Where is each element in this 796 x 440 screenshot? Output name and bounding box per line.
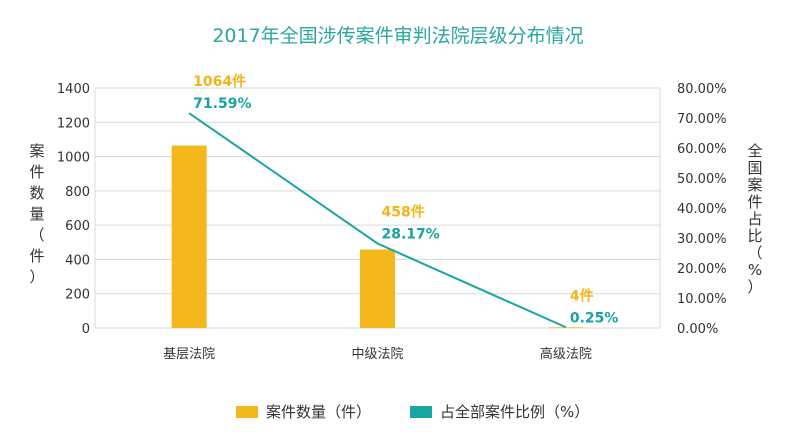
ratio-line-path: [188, 112, 567, 329]
count-data-label: 1064件: [193, 73, 246, 90]
bar: [171, 145, 207, 328]
left-tick-label: 200: [65, 288, 90, 303]
right-tick-label: 80.00%: [677, 82, 727, 97]
axis-title-char: 件: [747, 193, 762, 211]
axis-title-char: 案: [747, 176, 762, 194]
category-labels: 基层法院 中级法院 高级法院: [163, 346, 592, 362]
left-tick-label: 400: [65, 253, 90, 268]
category-label: 中级法院: [351, 347, 403, 362]
left-tick-label: 800: [65, 185, 90, 200]
axis-title-char: ）: [29, 268, 44, 286]
right-axis-ticks: 0.00% 10.00% 20.00% 30.00% 40.00% 50.00% 60.00…: [677, 82, 727, 337]
left-tick-label: 600: [65, 219, 90, 234]
left-tick-label: 0: [82, 322, 90, 337]
axis-title-char: 数: [29, 184, 44, 202]
bars: [171, 145, 584, 328]
right-tick-label: 60.00%: [677, 142, 727, 157]
legend: 案件数量（件） 占全部案件比例（%）: [236, 403, 589, 421]
right-tick-label: 30.00%: [677, 232, 727, 247]
axis-title-char: 件: [29, 247, 44, 265]
legend-line-label: 占全部案件比例（%）: [440, 403, 589, 421]
axis-title-char: 占: [747, 210, 762, 228]
right-tick-label: 70.00%: [677, 112, 727, 127]
count-data-label: 4件: [570, 287, 594, 304]
axis-title-char: 案: [29, 142, 44, 160]
legend-bar-label: 案件数量（件）: [266, 403, 371, 421]
axis-title-char: %: [748, 261, 762, 279]
ratio-line: [188, 112, 567, 329]
axis-title-char: （: [747, 244, 762, 262]
percent-data-label: 71.59%: [193, 96, 251, 112]
legend-line-swatch: [410, 406, 432, 418]
category-label: 基层法院: [163, 347, 215, 362]
right-tick-label: 20.00%: [677, 262, 727, 277]
bar: [360, 249, 395, 328]
percent-data-label: 0.25%: [570, 310, 619, 326]
chart-title: 2017年全国涉传案件审判法院层级分布情况: [212, 25, 583, 47]
count-data-label: 458件: [382, 203, 425, 220]
left-tick-label: 1200: [57, 116, 90, 131]
legend-bar-swatch: [236, 406, 258, 418]
bar: [548, 327, 584, 328]
percent-data-label: 28.17%: [382, 226, 440, 242]
axis-title-char: 件: [29, 163, 44, 181]
axis-title-char: 全: [747, 142, 762, 160]
data-labels: 1064件 71.59% 458件 28.17% 4件 0.25%: [193, 73, 618, 326]
left-axis-title: 案件数量（件）: [29, 142, 44, 286]
left-tick-label: 1000: [57, 151, 90, 166]
axis-title-char: 国: [747, 159, 762, 177]
axis-title-char: （: [29, 226, 44, 244]
right-tick-label: 10.00%: [677, 292, 727, 307]
right-tick-label: 40.00%: [677, 202, 727, 217]
category-label: 高级法院: [540, 346, 592, 362]
axis-title-char: 比: [747, 227, 762, 245]
left-axis-ticks: 0 200 400 600 800 1000 1200 1400: [57, 82, 90, 337]
axis-title-char: 量: [29, 205, 44, 223]
left-tick-label: 1400: [57, 82, 90, 97]
axis-title-char: ）: [747, 278, 762, 296]
right-tick-label: 0.00%: [677, 322, 718, 337]
right-tick-label: 50.00%: [677, 172, 727, 187]
